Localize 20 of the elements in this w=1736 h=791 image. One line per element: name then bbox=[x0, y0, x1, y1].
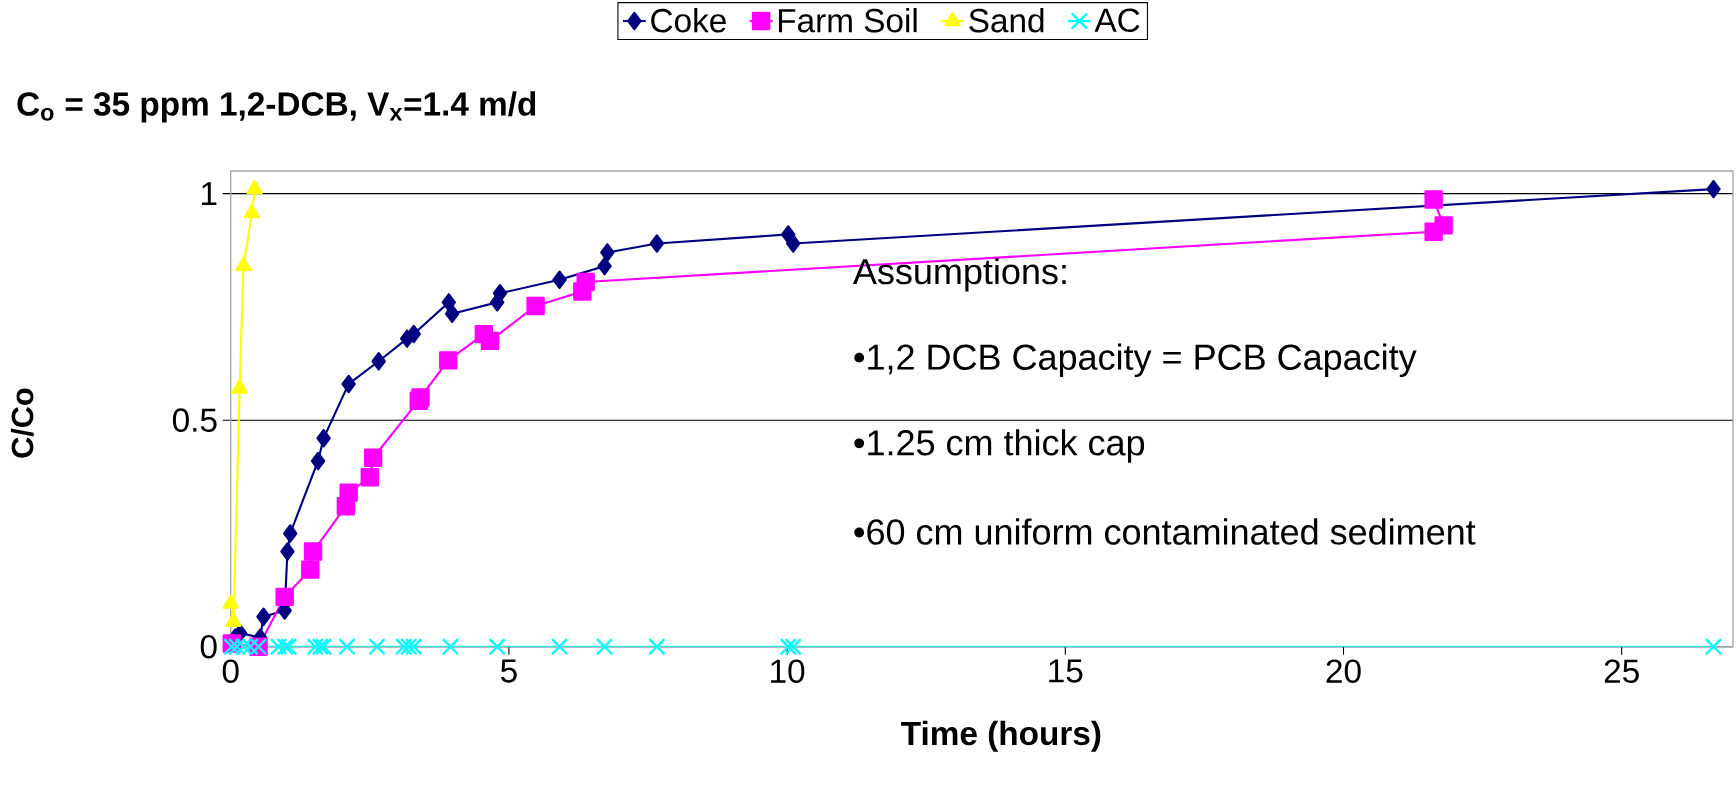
chart-title: C$_{o}$ = 35 ppm 1,2-DCB, V$_{x}$=1.4 m/d bbox=[17, 91, 536, 123]
x-tick-label: 5 bbox=[500, 659, 517, 683]
legend-label: Coke bbox=[651, 7, 726, 33]
annotation: •1,2 DCB Capacity = PCB Capacity bbox=[854, 343, 1417, 378]
x-tick-label: 0 bbox=[222, 659, 239, 684]
legend-label: AC bbox=[1094, 8, 1140, 33]
annotation: •60 cm uniform contaminated sediment bbox=[854, 518, 1476, 545]
x-tick-label: 10 bbox=[771, 659, 805, 684]
legend-label: Farm Soil bbox=[778, 7, 917, 33]
legend-label: Sand bbox=[969, 7, 1044, 33]
y-tick-label: 0 bbox=[200, 634, 217, 659]
annotation: •1.25 cm thick cap bbox=[854, 429, 1145, 463]
x-tick-label: 15 bbox=[1049, 659, 1083, 683]
y-tick-label: 1 bbox=[201, 182, 217, 206]
y-tick-label: 0.5 bbox=[172, 408, 217, 432]
y-axis-title: C/Co bbox=[10, 388, 34, 458]
x-axis-title: Time (hours) bbox=[901, 720, 1101, 752]
x-tick-label: 25 bbox=[1604, 659, 1639, 684]
x-tick-label: 20 bbox=[1326, 659, 1361, 684]
annotation: Assumptions: bbox=[852, 257, 1066, 292]
